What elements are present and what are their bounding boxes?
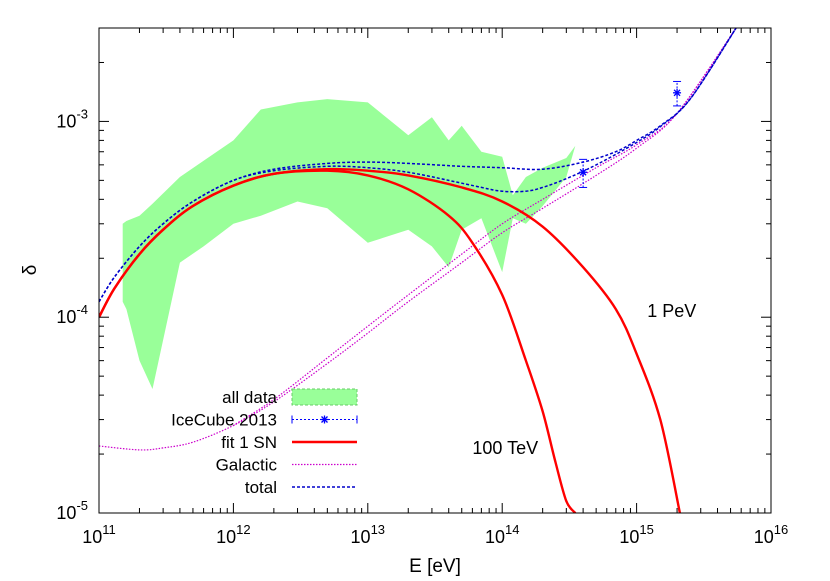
legend-item-total: total	[245, 478, 357, 497]
x-tick-label: 1012	[216, 522, 251, 547]
icecube-point-1	[579, 168, 588, 177]
annotation-1: 1 PeV	[647, 301, 696, 321]
curve-galactic-1	[99, 28, 737, 451]
errorbar-layer	[579, 80, 682, 188]
legend-label: Galactic	[216, 456, 278, 475]
legend-item-galactic: Galactic	[216, 456, 357, 475]
plot-frame	[98, 27, 772, 514]
legend-swatch	[291, 415, 358, 424]
legend-label: all data	[222, 388, 277, 407]
legend-label: total	[245, 478, 277, 497]
y-tick-label: 10-4	[56, 302, 88, 327]
legend: all data IceCube 2013 fit 1 SN Galactic tota…	[171, 388, 358, 497]
tick-layer	[98, 28, 772, 514]
legend-swatch	[291, 388, 358, 406]
y-tick-labels: 10-5 10-4 10-3	[56, 106, 88, 523]
annotation-layer: 1 PeV 100 TeV	[472, 301, 696, 458]
legend-item-icecube-2013: IceCube 2013	[171, 411, 358, 430]
curve-total-2	[99, 28, 737, 303]
x-tick-labels: 1011 1012 1013 1014 1015 1016	[82, 522, 788, 547]
data-layer	[99, 28, 737, 513]
annotation-2: 100 TeV	[472, 438, 538, 458]
band-all-data	[122, 99, 576, 389]
y-tick-label: 10-3	[56, 106, 88, 131]
curve-fit-1-sn-2	[99, 167, 682, 513]
curve-galactic-2	[233, 28, 737, 427]
x-tick-label: 1014	[485, 522, 520, 547]
legend-item-fit-1-sn: fit 1 SN	[221, 433, 357, 452]
y-axis-label: δ	[20, 265, 41, 276]
legend-label: IceCube 2013	[171, 411, 277, 430]
x-tick-label: 1011	[82, 522, 116, 547]
icecube-point-2	[673, 88, 682, 97]
x-axis-label: E [eV]	[409, 556, 461, 577]
x-tick-label: 1016	[754, 522, 789, 547]
legend-item-all-data: all data	[222, 388, 358, 407]
x-tick-label: 1013	[351, 522, 386, 547]
legend-label: fit 1 SN	[221, 433, 277, 452]
y-tick-label: 10-5	[56, 498, 88, 523]
plot-background	[99, 28, 771, 513]
x-tick-label: 1015	[619, 522, 654, 547]
